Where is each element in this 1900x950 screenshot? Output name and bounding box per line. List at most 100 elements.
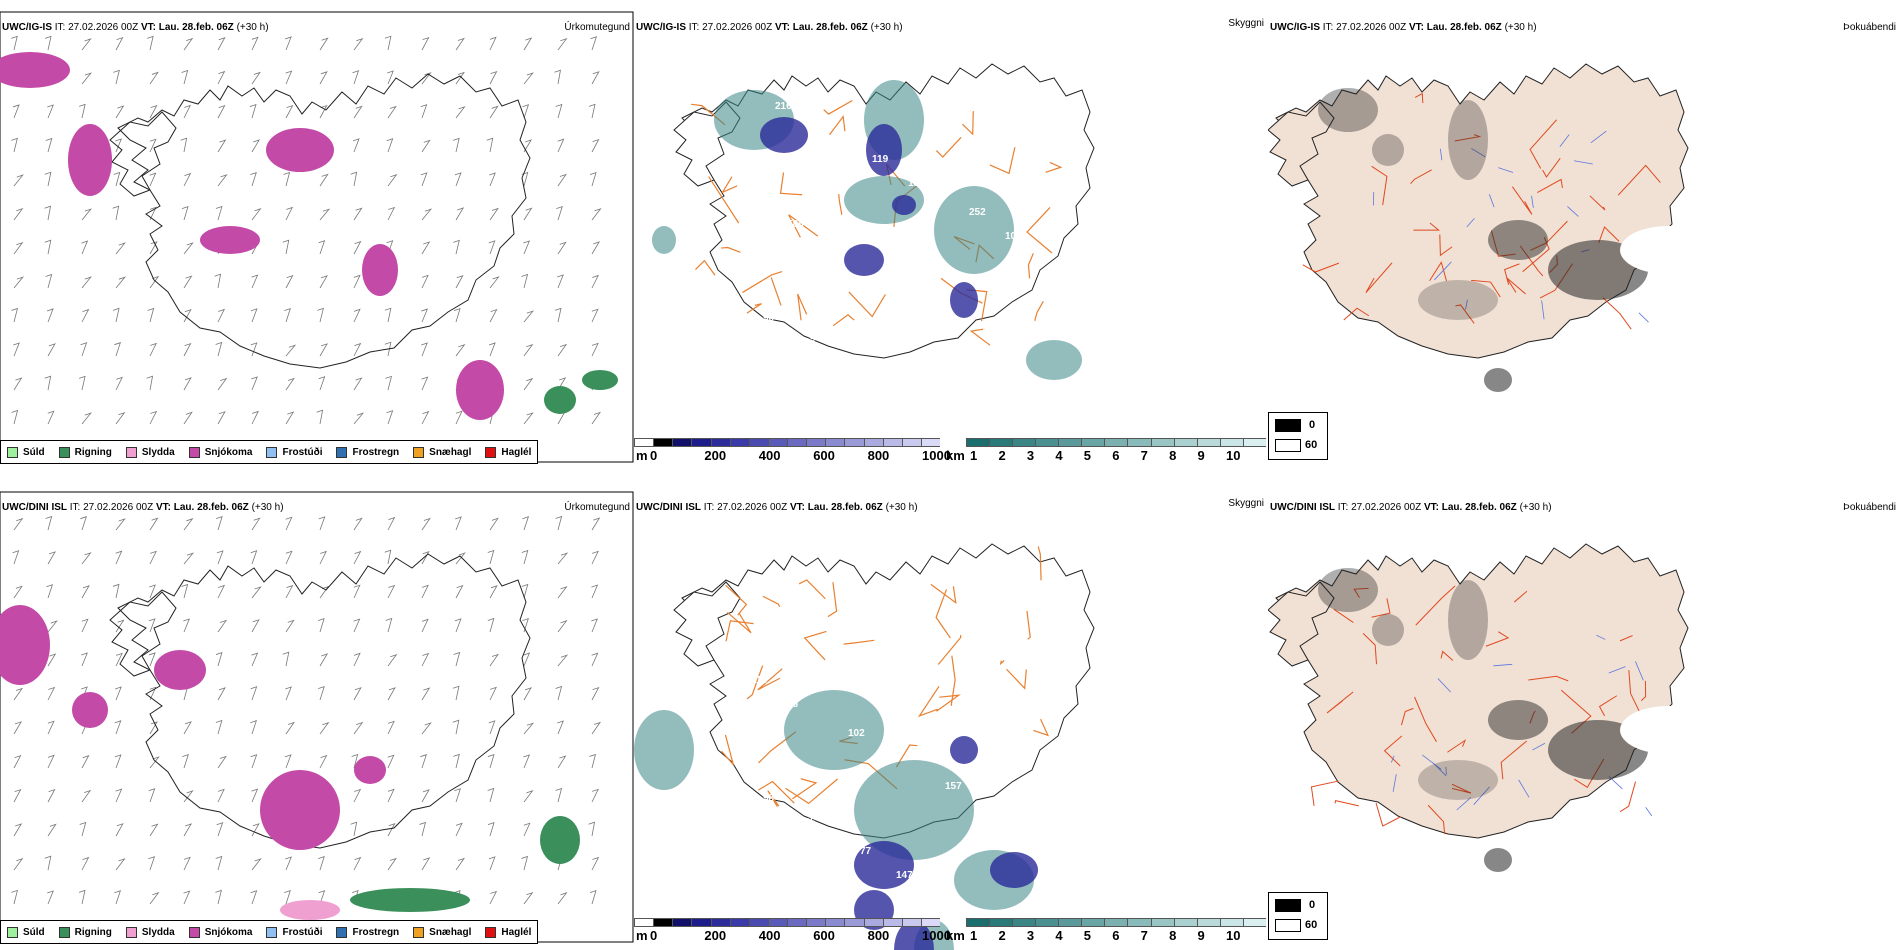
- road: [695, 259, 716, 276]
- wind-barb: [115, 518, 126, 531]
- wind-barb: [47, 551, 56, 565]
- roads: [1310, 585, 1647, 835]
- legend-swatch: [266, 446, 278, 458]
- wind-barb: [384, 341, 392, 357]
- river: [1493, 663, 1513, 667]
- wind-barb: [149, 241, 158, 255]
- legend-swatch: [485, 926, 497, 938]
- precip-area: [280, 900, 340, 920]
- wind-barb: [420, 172, 428, 187]
- legend-item: Haglél: [485, 926, 532, 938]
- road: [937, 635, 962, 665]
- wind-barb: [352, 70, 360, 85]
- colorbar-step: [767, 438, 787, 447]
- wind-barb: [81, 856, 90, 871]
- road: [1628, 670, 1641, 714]
- wind-barb: [353, 37, 364, 51]
- wind-barb: [44, 239, 52, 255]
- colorbar-step: [767, 918, 787, 927]
- road: [1619, 781, 1637, 813]
- cloudbase-value-label: 217: [799, 337, 816, 348]
- wind-barb: [115, 823, 124, 837]
- cloudbase-value-label: 906: [1102, 764, 1119, 775]
- wind-barb: [554, 307, 562, 323]
- fog-area: [1418, 280, 1498, 320]
- road: [758, 780, 795, 804]
- wind-barb: [387, 653, 398, 667]
- wind-barb: [216, 822, 224, 837]
- wind-barb: [149, 71, 159, 85]
- wind-barb: [285, 70, 293, 85]
- wind-barb: [250, 172, 257, 187]
- wind-barb: [217, 104, 226, 119]
- cloudbase-value-label: 134: [908, 178, 925, 189]
- colorbar-step: [901, 438, 921, 447]
- road: [1602, 297, 1632, 330]
- wind-barb: [183, 790, 194, 803]
- colorbar-unit: m: [636, 448, 648, 463]
- wind-barb: [81, 652, 88, 667]
- road: [1589, 195, 1606, 211]
- wind-barb: [591, 618, 598, 633]
- wind-barb: [455, 584, 464, 599]
- wind-barb: [386, 138, 394, 153]
- wind-barb: [149, 517, 159, 531]
- wind-barb: [318, 240, 326, 255]
- wind-barb: [591, 584, 599, 599]
- wind-barb: [523, 754, 531, 769]
- road: [1343, 307, 1370, 321]
- wind-barb: [44, 205, 52, 221]
- precip-area: [354, 756, 386, 784]
- wind-barb: [557, 38, 568, 51]
- wind-barb: [284, 890, 291, 905]
- wind-barb: [250, 342, 258, 357]
- river: [1518, 779, 1530, 798]
- wind-barb: [217, 788, 225, 803]
- wind-barb: [353, 721, 364, 735]
- wind-barb: [387, 584, 396, 599]
- wind-barb: [183, 823, 193, 837]
- road: [1537, 178, 1563, 194]
- coastline: [681, 543, 1095, 839]
- road: [798, 579, 826, 600]
- wind-barb: [522, 618, 529, 633]
- wind-barb: [251, 36, 259, 51]
- wind-barb: [591, 550, 599, 565]
- wind-barb: [285, 411, 295, 425]
- road: [788, 214, 819, 238]
- wind-barb: [454, 172, 462, 187]
- wind-barb: [251, 858, 262, 871]
- wind-barb: [13, 174, 24, 187]
- legend-item: Snæhagl: [413, 446, 471, 458]
- wind-barb: [148, 618, 156, 633]
- wind-barb: [319, 275, 328, 289]
- wind-barb: [591, 721, 602, 735]
- colorbar-step: [653, 438, 673, 447]
- wind-barb: [180, 137, 188, 153]
- wind-barb: [183, 890, 191, 905]
- legend-label: Haglél: [501, 926, 532, 938]
- colorbar-step: [729, 918, 749, 927]
- wind-barb: [353, 342, 362, 357]
- wind-barb: [285, 104, 294, 119]
- legend-swatch: [58, 446, 70, 458]
- wind-barb: [81, 789, 92, 803]
- river: [1488, 194, 1495, 208]
- river: [1471, 148, 1486, 158]
- colorbar-tick: 8: [1169, 448, 1177, 463]
- wind-barb: [489, 70, 498, 85]
- legend-label: Snæhagl: [429, 926, 472, 938]
- wind-barb: [387, 857, 397, 871]
- road: [1026, 610, 1031, 640]
- wind-barb: [557, 343, 568, 357]
- wind-barb: [149, 104, 158, 119]
- panel-header: UWC/DINI ISL IT: 27.02.2026 00Z VT: Lau.…: [2, 502, 284, 513]
- legend-label: Haglél: [501, 446, 532, 458]
- colorbar-step: [748, 438, 768, 447]
- colorbar-tick: 4: [1055, 928, 1063, 943]
- wind-barb: [523, 139, 533, 153]
- wind-barb: [353, 240, 362, 255]
- wind-barb: [316, 409, 324, 425]
- road: [792, 778, 818, 800]
- road: [1027, 253, 1034, 279]
